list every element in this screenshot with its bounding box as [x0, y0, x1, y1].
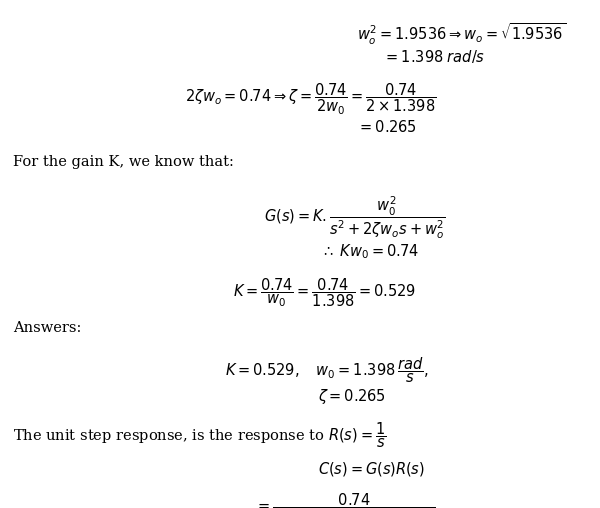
Text: $= 0.265$: $= 0.265$ — [357, 119, 417, 135]
Text: For the gain K, we know that:: For the gain K, we know that: — [13, 155, 234, 169]
Text: $= 1.398\; \mathit{rad/s}$: $= 1.398\; \mathit{rad/s}$ — [383, 48, 485, 65]
Text: The unit step response, is the response to $R(s) = \dfrac{1}{s}$: The unit step response, is the response … — [13, 421, 387, 450]
Text: $2\zeta w_o = 0.74 \Rightarrow \zeta = \dfrac{0.74}{2w_0} = \dfrac{0.74}{2 \time: $2\zeta w_o = 0.74 \Rightarrow \zeta = \… — [185, 81, 436, 116]
Text: $= \dfrac{0.74}{s(s^2 + 0.74s + 1.9536)}$: $= \dfrac{0.74}{s(s^2 + 0.74s + 1.9536)}… — [255, 492, 436, 508]
Text: $w_o^2 = 1.9536 \Rightarrow w_o = \sqrt{1.9536}$: $w_o^2 = 1.9536 \Rightarrow w_o = \sqrt{… — [357, 21, 566, 47]
Text: Answers:: Answers: — [13, 321, 82, 335]
Text: $\therefore\; Kw_0 = 0.74$: $\therefore\; Kw_0 = 0.74$ — [321, 242, 419, 261]
Text: $K = \dfrac{0.74}{w_0} = \dfrac{0.74}{1.398} = 0.529$: $K = \dfrac{0.74}{w_0} = \dfrac{0.74}{1.… — [233, 277, 416, 309]
Text: $\zeta = 0.265$: $\zeta = 0.265$ — [318, 387, 386, 406]
Text: $G(s) = K.\dfrac{w_0^2}{s^2 + 2\zeta w_o s + w_o^2}$: $G(s) = K.\dfrac{w_0^2}{s^2 + 2\zeta w_o… — [264, 194, 446, 241]
Text: $K = 0.529, \quad w_0 = 1.398\,\dfrac{rad}{s},$: $K = 0.529, \quad w_0 = 1.398\,\dfrac{ra… — [225, 356, 428, 385]
Text: $C(s) = G(s)R(s)$: $C(s) = G(s)R(s)$ — [318, 460, 425, 478]
